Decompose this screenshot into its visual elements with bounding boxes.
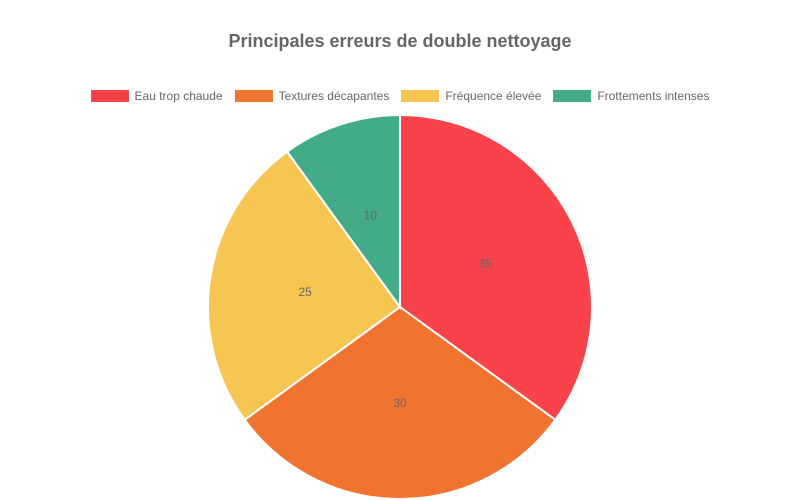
legend-swatch <box>401 90 440 102</box>
legend-item-eau-trop-chaude[interactable]: Eau trop chaude <box>90 89 223 103</box>
slice-value-label: 25 <box>299 285 313 299</box>
legend-label: Eau trop chaude <box>134 89 223 103</box>
legend: Eau trop chaude Textures décapantes Fréq… <box>0 89 800 103</box>
chart-title: Principales erreurs de double nettoyage <box>228 31 572 51</box>
legend-label: Fréquence élevée <box>445 89 542 103</box>
slice-value-label: 30 <box>393 396 407 410</box>
legend-item-frottements-intenses[interactable]: Frottements intenses <box>553 89 709 103</box>
legend-label: Textures décapantes <box>278 89 390 103</box>
legend-item-frequence-elevee[interactable]: Fréquence élevée <box>401 89 541 103</box>
legend-label: Frottements intenses <box>597 89 710 103</box>
pie-slice-1[interactable] <box>243 305 557 500</box>
legend-item-textures-decapantes[interactable]: Textures décapantes <box>234 89 390 103</box>
legend-swatch <box>234 90 273 102</box>
legend-swatch <box>90 90 129 102</box>
pie-slice-3[interactable] <box>285 113 401 311</box>
pie-slice-0[interactable] <box>399 113 593 422</box>
legend-swatch <box>553 90 592 102</box>
slice-value-label: 10 <box>364 209 378 223</box>
slice-value-label: 35 <box>479 256 493 270</box>
pie-slice-2[interactable] <box>207 150 402 422</box>
